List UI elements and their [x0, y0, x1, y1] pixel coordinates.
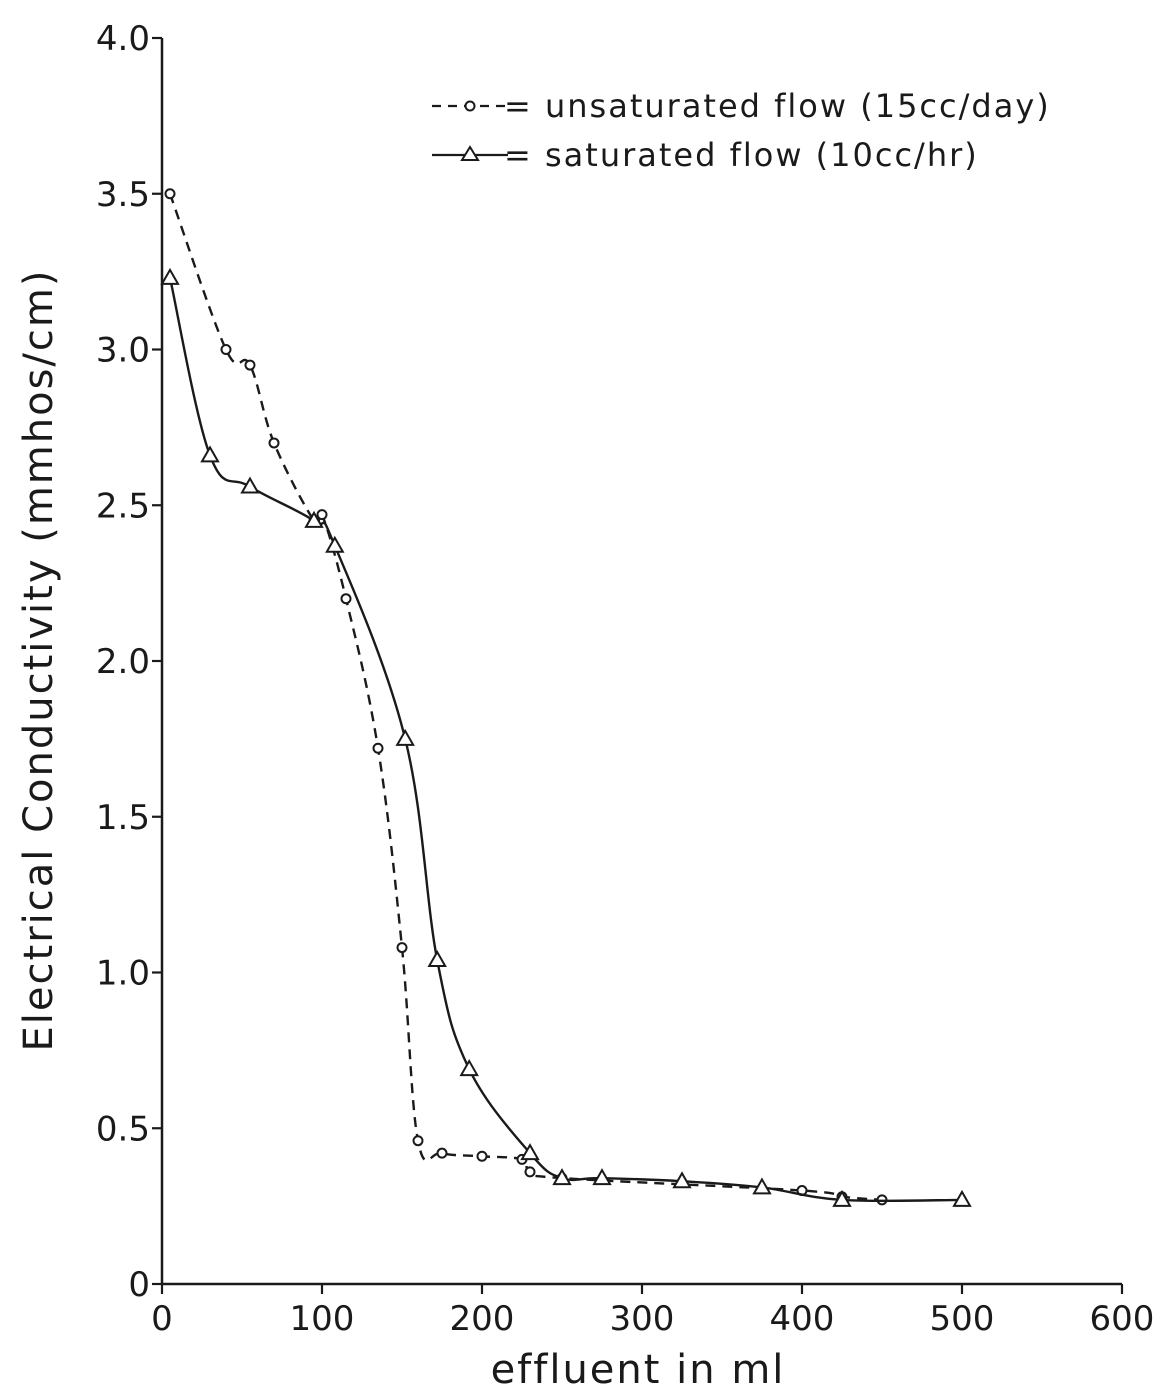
x-tick-label: 300 [610, 1299, 675, 1339]
legend-label-saturated: = saturated flow (10cc/hr) [504, 136, 979, 174]
data-point-triangle [427, 950, 447, 968]
ticks: 0 100 200 300 400 500 600 0 0.5 1.0 1.5 2.0 2.5 3.0 3.… [96, 19, 1155, 1339]
data-point-triangle [459, 1059, 479, 1077]
data-point-triangle [325, 535, 345, 553]
data-point-circle [372, 742, 384, 754]
x-tick-label: 500 [930, 1299, 995, 1339]
data-point-triangle [200, 445, 220, 463]
y-tick-label: 0.5 [96, 1109, 150, 1149]
y-tick-label: 2.5 [96, 486, 150, 526]
data-point-circle [396, 942, 408, 954]
y-tick-label: 3.0 [96, 331, 150, 371]
data-point-circle [476, 1150, 488, 1162]
legend: = unsaturated flow (15cc/day) = saturate… [432, 87, 1051, 174]
x-tick-label: 100 [290, 1299, 355, 1339]
data-point-triangle [592, 1168, 612, 1186]
x-tick-label: 200 [450, 1299, 515, 1339]
data-point-circle [340, 593, 352, 605]
data-point-triangle [552, 1168, 572, 1186]
x-tick-label: 0 [151, 1299, 173, 1339]
data-point-circle [244, 359, 256, 371]
series-layer [160, 188, 972, 1207]
y-tick-label: 2.0 [96, 642, 150, 682]
y-tick-label: 0 [128, 1265, 150, 1305]
data-point-triangle [752, 1177, 772, 1195]
data-point-circle [524, 1166, 536, 1178]
data-point-triangle [304, 510, 324, 528]
data-point-triangle [160, 267, 180, 285]
series-line [168, 277, 963, 1203]
y-tick-label: 1.5 [96, 798, 150, 838]
data-point-circle [220, 344, 232, 355]
data-point-circle [268, 437, 280, 449]
data-point-circle [412, 1135, 424, 1147]
data-point-triangle [395, 728, 415, 746]
x-tick-label: 400 [770, 1299, 835, 1339]
data-point-triangle [240, 476, 260, 494]
series-saturated [160, 267, 972, 1207]
data-point-circle [436, 1147, 448, 1159]
legend-marker-triangle-icon [460, 145, 480, 161]
series-unsaturated [164, 188, 888, 1206]
data-point-triangle [832, 1189, 852, 1207]
legend-label-unsaturated: = unsaturated flow (15cc/day) [504, 87, 1051, 125]
data-point-circle [316, 509, 328, 521]
data-point-triangle [952, 1189, 972, 1207]
data-point-triangle [672, 1171, 692, 1189]
axes [160, 38, 1122, 1286]
y-tick-label: 1.0 [96, 954, 150, 994]
legend-marker-circle-icon [464, 100, 476, 112]
x-axis-title: effluent in ml [491, 1347, 786, 1393]
data-point-triangle [520, 1143, 540, 1161]
data-point-circle [164, 188, 176, 200]
y-tick-label: 4.0 [96, 19, 150, 59]
y-axis-title: Electrical Conductivity (mmhos/cm) [16, 269, 62, 1052]
y-tick-label: 3.5 [96, 175, 150, 215]
series-line [168, 193, 883, 1202]
x-tick-label: 600 [1090, 1299, 1155, 1339]
